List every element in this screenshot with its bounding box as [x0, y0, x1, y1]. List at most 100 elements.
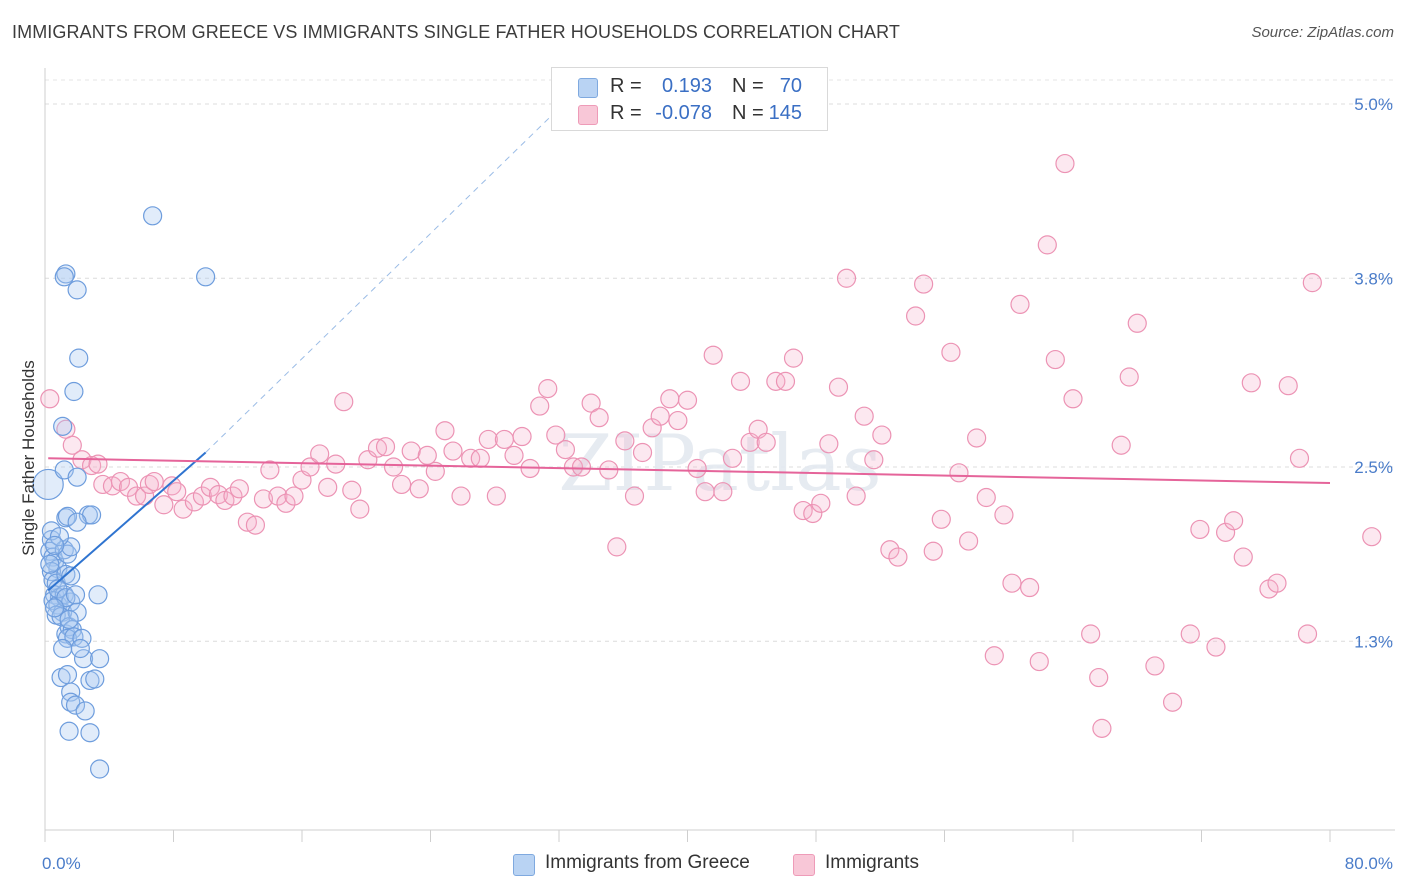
immigrants-point-86	[756, 432, 776, 452]
greece-point-42	[85, 669, 105, 689]
immigrants-point-82	[722, 448, 743, 468]
immigrants-point-31	[284, 486, 304, 506]
immigrants-points	[40, 153, 1382, 738]
series-label-greece: Immigrants from Greece	[545, 852, 750, 873]
series-label-immigrants: Immigrants	[825, 852, 919, 873]
immigrants-point-13	[144, 471, 164, 492]
immigrants-point-98	[864, 450, 884, 470]
axes	[44, 68, 1395, 842]
immigrants-point-30	[276, 493, 296, 513]
greece-point-56	[54, 267, 74, 287]
legend-r-value: -0.078	[655, 102, 712, 124]
immigrants-point-38	[342, 480, 362, 500]
greece-point-53	[64, 381, 84, 402]
immigrants-point-28	[260, 460, 280, 480]
series-swatch-greece	[513, 854, 535, 876]
greece-point-66	[65, 585, 86, 605]
immigrants-point-47	[417, 445, 437, 466]
legend-r-label: R =	[610, 75, 642, 97]
immigrants-point-129	[1180, 624, 1200, 644]
immigrants-point-74	[650, 406, 670, 426]
immigrants-point-121	[1081, 624, 1101, 644]
immigrants-point-45	[401, 441, 421, 461]
immigrants-point-102	[905, 306, 926, 326]
immigrants-point-29	[268, 486, 288, 506]
greece-point-61	[49, 527, 70, 547]
greece-point-51	[67, 512, 87, 532]
immigrants-point-69	[607, 537, 627, 557]
chart-title: IMMIGRANTS FROM GREECE VS IMMIGRANTS SIN…	[12, 22, 900, 42]
immigrants-point-120	[1063, 389, 1083, 409]
immigrants-point-141	[1302, 273, 1322, 293]
immigrants-point-101	[888, 547, 908, 567]
greece-point-59	[196, 267, 216, 287]
immigrants-point-104	[923, 541, 943, 561]
immigrants-point-72	[632, 442, 653, 463]
greece-point-43	[90, 649, 110, 669]
immigrants-point-142	[1362, 527, 1382, 547]
immigrants-point-100	[880, 540, 900, 560]
immigrants-point-34	[310, 444, 330, 464]
greece-point-37	[80, 723, 100, 743]
immigrants-point-55	[486, 486, 506, 506]
immigrants-point-20	[200, 477, 221, 497]
immigrants-point-39	[350, 499, 370, 519]
immigrants-point-24	[229, 479, 249, 499]
immigrants-point-10	[126, 486, 147, 506]
immigrants-point-138	[1278, 376, 1298, 396]
greece-point-28	[53, 638, 73, 659]
greece-point-46	[67, 467, 87, 487]
immigrants-point-133	[1224, 511, 1244, 531]
immigrants-point-61	[538, 379, 558, 399]
immigrants-point-41	[367, 438, 388, 458]
immigrants-point-135	[1241, 373, 1261, 393]
legend-n-value: 145	[768, 102, 802, 124]
immigrants-point-140	[1297, 624, 1318, 644]
immigrants-point-78	[687, 458, 707, 479]
y-tick-label-2: 3.8%	[1354, 269, 1393, 288]
immigrants-point-75	[660, 389, 680, 409]
greece-points	[32, 206, 216, 779]
immigrants-point-113	[1002, 573, 1022, 593]
immigrants-point-139	[1289, 448, 1310, 468]
immigrants-point-134	[1233, 547, 1253, 567]
legend-row-greece: R = 0.193 N = 70	[552, 74, 827, 100]
immigrants-point-105	[931, 509, 951, 529]
immigrants-point-126	[1127, 313, 1147, 333]
immigrants-point-5	[88, 454, 108, 474]
trend-lines	[47, 108, 1331, 592]
immigrants-point-43	[383, 457, 404, 477]
immigrants-point-111	[984, 646, 1004, 666]
immigrants-point-97	[854, 406, 874, 426]
legend-n-label: N =	[732, 102, 764, 124]
immigrants-point-26	[245, 515, 266, 535]
immigrants-point-137	[1267, 573, 1287, 593]
greece-point-62	[45, 535, 65, 556]
greece-point-35	[75, 701, 95, 721]
immigrants-point-16	[167, 482, 187, 502]
immigrants-point-108	[958, 531, 979, 551]
greece-point-44	[88, 585, 108, 605]
immigrants-point-80	[703, 345, 723, 365]
immigrants-point-127	[1145, 656, 1165, 676]
immigrants-point-96	[846, 486, 866, 506]
immigrants-point-35	[318, 477, 338, 497]
greece-point-68	[59, 609, 79, 630]
immigrants-point-71	[624, 486, 645, 506]
immigrants-point-50	[443, 441, 463, 461]
greece-point-58	[143, 206, 163, 226]
immigrants-point-0	[40, 389, 60, 409]
immigrants-point-103	[914, 274, 934, 294]
immigrants-point-128	[1162, 692, 1183, 712]
immigrants-point-107	[949, 463, 969, 483]
immigrants-point-116	[1029, 651, 1049, 672]
immigrants-point-88	[775, 371, 796, 391]
immigrants-point-49	[435, 421, 455, 441]
immigrants-point-48	[425, 461, 445, 481]
greece-point-63	[40, 554, 60, 574]
greece-point-36	[59, 721, 79, 741]
greece-trend-line	[47, 451, 207, 592]
immigrants-point-125	[1119, 367, 1139, 387]
greece-point-57	[67, 280, 87, 300]
immigrants-point-106	[941, 342, 961, 362]
